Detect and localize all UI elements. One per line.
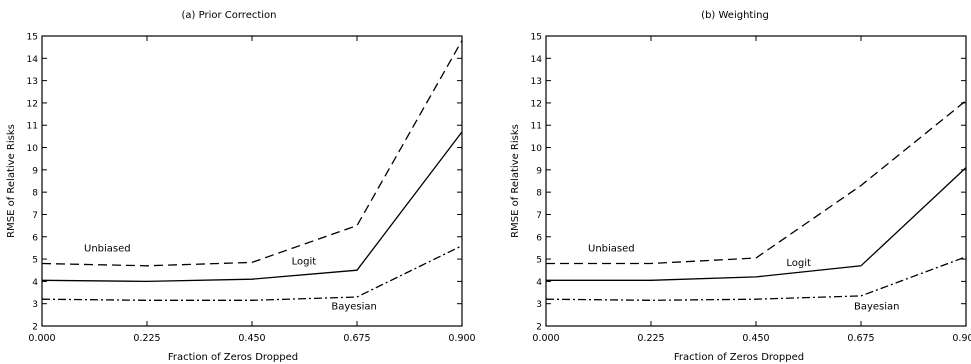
series-line-bayesian: [41, 245, 463, 301]
series-annotation: Logit: [786, 258, 811, 269]
y-axis-label: RMSE of Relative Risks: [6, 124, 17, 238]
plot-frame: [41, 35, 463, 327]
y-tick-label: 10: [531, 144, 543, 154]
y-tick-label: 12: [27, 99, 38, 109]
y-tick-label: 9: [536, 166, 542, 176]
y-tick-label: 6: [32, 233, 38, 243]
y-tick-label: 15: [27, 33, 38, 43]
y-axis-label: RMSE of Relative Risks: [510, 124, 521, 238]
x-tick-label: 0.225: [637, 333, 664, 344]
y-tick-label: 5: [32, 256, 38, 266]
y-tick-label: 8: [32, 189, 38, 199]
x-tick-label: 0.900: [448, 333, 475, 344]
chart-title: (b) Weighting: [701, 10, 769, 21]
series-annotation: Unbiased: [84, 243, 131, 254]
x-tick-label: 0.000: [532, 333, 559, 344]
x-axis-label: Fraction of Zeros Dropped: [674, 352, 804, 363]
y-tick-label: 3: [32, 300, 38, 310]
y-tick-label: 11: [531, 122, 542, 132]
x-tick-label: 0.900: [952, 333, 971, 344]
y-tick-label: 15: [531, 33, 542, 43]
x-tick-label: 0.675: [847, 333, 874, 344]
x-tick-label: 0.000: [28, 333, 55, 344]
y-tick-label: 6: [536, 233, 542, 243]
y-tick-label: 2: [32, 323, 38, 333]
series-line-unbiased: [41, 40, 463, 267]
chart-title: (a) Prior Correction: [182, 10, 277, 21]
series-line-bayesian: [545, 256, 967, 301]
y-tick-label: 4: [536, 278, 542, 288]
series-line-logit: [546, 167, 967, 281]
y-tick-label: 9: [32, 166, 38, 176]
series-line-logit: [41, 131, 463, 283]
y-tick-label: 4: [32, 278, 38, 288]
y-tick-label: 2: [536, 323, 542, 333]
y-tick-label: 8: [536, 189, 542, 199]
panel-prior-correction: (a) Prior Correction RMSE of Relative Ri…: [6, 10, 476, 363]
series-annotation: Logit: [292, 257, 317, 268]
x-tick-label: 0.450: [238, 333, 265, 344]
series-annotation: Unbiased: [588, 243, 635, 254]
y-tick-label: 7: [32, 211, 38, 221]
plot-frame: [545, 35, 967, 327]
x-axis-label: Fraction of Zeros Dropped: [168, 352, 298, 363]
panel-weighting: (b) Weighting RMSE of Relative Risks Fra…: [510, 10, 971, 363]
y-tick-label: 3: [536, 300, 542, 310]
series-line-unbiased: [546, 100, 967, 265]
y-tick-label: 7: [536, 211, 542, 221]
y-tick-label: 14: [531, 55, 543, 65]
plot-area: 2 3 4 5 6 7 8 9 10 11 12 13 14 15 0.000 0.225 0.450 0.675…: [531, 33, 971, 345]
x-tick-label: 0.450: [742, 333, 769, 344]
y-tick-label: 5: [536, 256, 542, 266]
series-annotation: Bayesian: [331, 301, 377, 312]
x-tick-label: 0.225: [133, 333, 160, 344]
y-tick-label: 10: [27, 144, 39, 154]
y-tick-label: 11: [27, 122, 38, 132]
y-tick-label: 14: [27, 55, 39, 65]
series-annotation: Bayesian: [854, 301, 900, 312]
y-tick-label: 12: [531, 99, 542, 109]
plot-area: 2 3 4 5 6 7 8 9 10 11 12 13 14 15 0.000 0.225 0.450 0.675…: [27, 33, 476, 345]
y-tick-label: 13: [27, 77, 38, 87]
y-tick-label: 13: [531, 77, 542, 87]
x-tick-label: 0.675: [343, 333, 370, 344]
